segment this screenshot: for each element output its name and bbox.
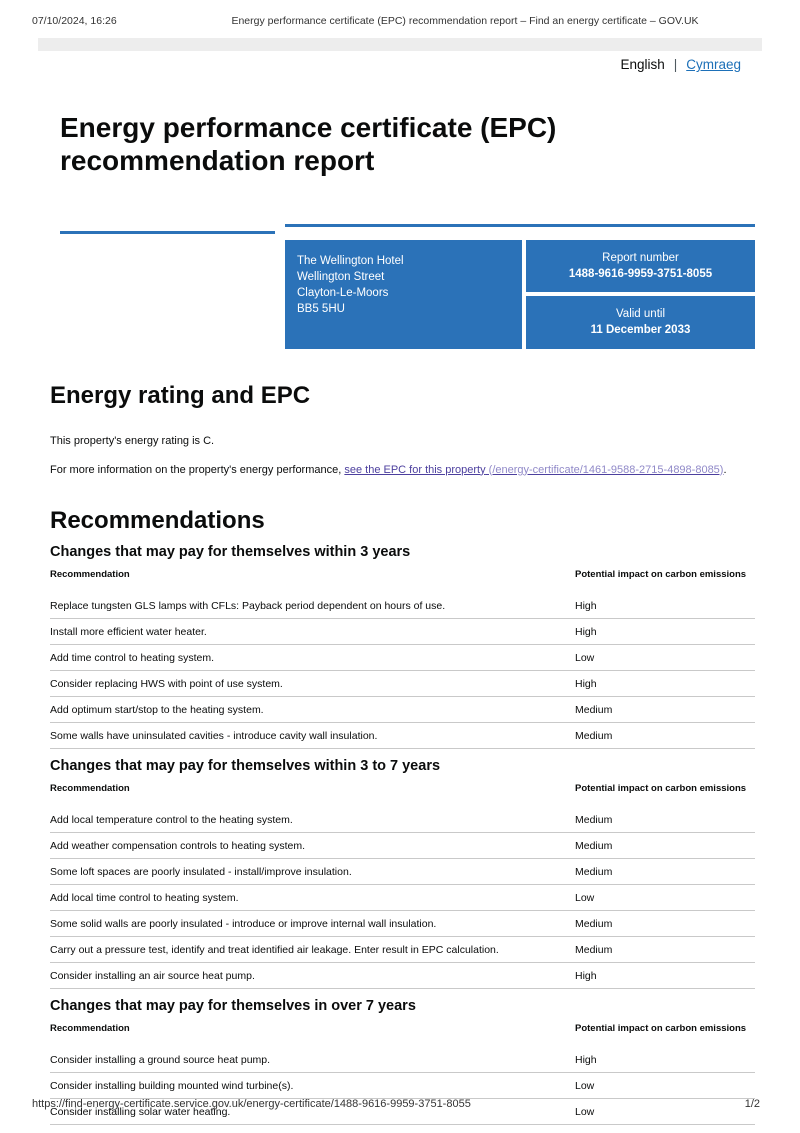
summary-right: The Wellington Hotel Wellington Street C… (285, 223, 755, 349)
epc-link-href: (/energy-certificate/1461-9588-2715-4898… (485, 463, 724, 476)
print-timestamp: 07/10/2024, 16:26 (32, 15, 117, 27)
impact-cell: Low (575, 1105, 595, 1118)
recommendation-cell: Some walls have uninsulated cavities - i… (50, 729, 378, 742)
recommendations-heading: Recommendations (50, 506, 265, 534)
table-row: Consider replacing HWS with point of use… (50, 671, 755, 697)
recommendation-cell: Some loft spaces are poorly insulated - … (50, 865, 352, 878)
table-row: Consider installing solar water heating.… (50, 1099, 755, 1125)
table-header-row: Recommendation Potential impact on carbon… (50, 560, 755, 593)
recommendation-cell: Consider installing building mounted win… (50, 1079, 294, 1092)
footer-page-indicator: 1/2 (744, 1098, 760, 1110)
recommendation-cell: Consider installing a ground source heat… (50, 1053, 271, 1066)
table-row: Add weather compensation controls to hea… (50, 833, 755, 859)
page-footer: https://find-energy-certificate.service.… (32, 1098, 760, 1110)
summary-section: The Wellington Hotel Wellington Street C… (60, 223, 755, 349)
summary-left-rule (60, 230, 275, 349)
table-row: Some loft spaces are poorly insulated - … (50, 859, 755, 885)
table-header-row: Recommendation Potential impact on carbon… (50, 774, 755, 807)
impact-cell: Medium (575, 943, 613, 956)
table-header-row: Recommendation Potential impact on carbon… (50, 1014, 755, 1047)
recommendation-cell: Add local temperature control to the hea… (50, 813, 293, 826)
impact-cell: Medium (575, 839, 613, 852)
table-row: Consider installing a ground source heat… (50, 1047, 755, 1073)
print-page-title: Energy performance certificate (EPC) rec… (231, 15, 699, 27)
table-row: Consider installing an air source heat p… (50, 963, 755, 989)
epc-info-suffix: . (723, 463, 727, 476)
recommendation-group-heading: Changes that may pay for themselves with… (50, 757, 441, 774)
table-row: Install more efficient water heater. High (50, 619, 755, 645)
valid-until-box: Valid until 11 December 2033 (526, 295, 755, 349)
column-header-recommendation: Recommendation (50, 568, 130, 580)
impact-cell: Low (575, 891, 595, 904)
recommendation-cell: Consider installing an air source heat p… (50, 969, 255, 982)
impact-cell: Medium (575, 865, 613, 878)
report-number-box: Report number 1488-9616-9959-3751-8055 (526, 239, 755, 292)
impact-cell: Medium (575, 729, 613, 742)
impact-cell: Low (575, 651, 595, 664)
impact-cell: Medium (575, 703, 613, 716)
recommendation-group-heading: Changes that may pay for themselves with… (50, 543, 411, 560)
epc-info-prefix: For more information on the property's e… (50, 463, 345, 476)
column-header-impact: Potential impact on carbon emissions (575, 568, 747, 580)
recommendation-cell: Add local time control to heating system… (50, 891, 239, 904)
table-row: Some walls have uninsulated cavities - i… (50, 723, 755, 749)
impact-cell: High (575, 677, 597, 690)
report-number-label: Report number (602, 251, 679, 264)
impact-cell: High (575, 1053, 597, 1066)
language-switcher: English | Cymraeg (0, 57, 741, 72)
summary-boxes: The Wellington Hotel Wellington Street C… (285, 239, 755, 349)
page-title: Energy performance certificate (EPC) rec… (60, 112, 557, 176)
recommendation-cell: Some solid walls are poorly insulated - … (50, 917, 437, 930)
recommendation-cell: Consider replacing HWS with point of use… (50, 677, 283, 690)
impact-cell: High (575, 625, 597, 638)
address-line-3: Clayton-Le-Moors (297, 286, 389, 299)
recommendation-cell: Install more efficient water heater. (50, 625, 207, 638)
print-header: 07/10/2024, 16:26 Energy performance cer… (0, 15, 800, 29)
table-row: Add optimum start/stop to the heating sy… (50, 697, 755, 723)
epc-link-text: see the EPC for this property (344, 463, 486, 476)
epc-info-text: For more information on the property's e… (50, 463, 750, 477)
table-row: Carry out a pressure test, identify and … (50, 937, 755, 963)
table-row: Add local time control to heating system… (50, 885, 755, 911)
column-header-recommendation: Recommendation (50, 782, 130, 794)
address-line-4: BB5 5HU (297, 302, 345, 315)
language-current: English (620, 57, 665, 72)
summary-box-stack: Report number 1488-9616-9959-3751-8055 V… (526, 239, 755, 349)
recommendation-groups: Changes that may pay for themselves with… (50, 544, 755, 1125)
epc-link[interactable]: see the EPC for this property (/energy-c… (344, 464, 723, 476)
impact-cell: Medium (575, 813, 613, 826)
energy-rating-text: This property's energy rating is C. (50, 434, 215, 447)
table-row: Consider installing building mounted win… (50, 1073, 755, 1099)
recommendation-cell: Add weather compensation controls to hea… (50, 839, 306, 852)
valid-until-label: Valid until (615, 308, 665, 320)
header-bar (38, 38, 762, 51)
table-row: Add local temperature control to the hea… (50, 807, 755, 833)
recommendation-cell: Add optimum start/stop to the heating sy… (50, 703, 264, 716)
column-header-impact: Potential impact on carbon emissions (575, 1022, 747, 1034)
language-link-cymraeg[interactable]: Cymraeg (686, 57, 741, 72)
column-header-recommendation: Recommendation (50, 1022, 130, 1034)
recommendation-cell: Add time control to heating system. (50, 651, 214, 664)
recommendation-cell: Carry out a pressure test, identify and … (50, 943, 499, 956)
recommendation-group-heading: Changes that may pay for themselves in o… (50, 997, 416, 1014)
address-line-1: The Wellington Hotel (297, 254, 404, 267)
recommendation-cell: Consider installing solar water heating. (50, 1105, 231, 1118)
recommendation-cell: Replace tungsten GLS lamps with CFLs: Pa… (50, 599, 446, 612)
column-header-impact: Potential impact on carbon emissions (575, 782, 747, 794)
table-row: Replace tungsten GLS lamps with CFLs: Pa… (50, 593, 755, 619)
address-box: The Wellington Hotel Wellington Street C… (285, 239, 522, 349)
impact-cell: Medium (575, 917, 613, 930)
table-row: Add time control to heating system. Low (50, 645, 755, 671)
address-line-2: Wellington Street (297, 270, 385, 283)
impact-cell: Low (575, 1079, 595, 1092)
energy-rating-heading: Energy rating and EPC (50, 381, 311, 409)
impact-cell: High (575, 599, 597, 612)
footer-url: https://find-energy-certificate.service.… (32, 1098, 471, 1110)
impact-cell: High (575, 969, 597, 982)
table-row: Some solid walls are poorly insulated - … (50, 911, 755, 937)
report-number-value: 1488-9616-9959-3751-8055 (568, 267, 713, 280)
valid-until-value: 11 December 2033 (590, 324, 691, 336)
language-separator: | (673, 57, 678, 72)
